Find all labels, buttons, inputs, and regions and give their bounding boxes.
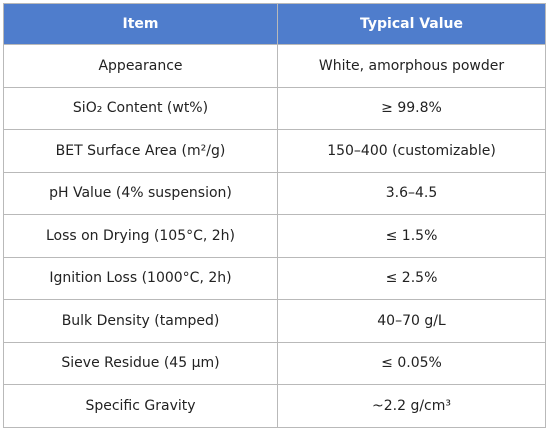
table-row: SiO₂ Content (wt%) ≥ 99.8% [3, 86, 546, 130]
table-row: Sieve Residue (45 µm) ≤ 0.05% [3, 341, 546, 385]
header-item: Item [3, 3, 278, 45]
row-item-label: Sieve Residue (45 µm) [3, 341, 278, 385]
row-item-label: SiO₂ Content (wt%) [3, 86, 278, 130]
table-row: Appearance White, amorphous powder [3, 44, 546, 88]
row-item-value: 40–70 g/L [277, 299, 546, 343]
row-item-label: Appearance [3, 44, 278, 88]
table-row: Bulk Density (tamped) 40–70 g/L [3, 299, 546, 343]
row-item-value: ≤ 2.5% [277, 256, 546, 300]
table-row: Ignition Loss (1000°C, 2h) ≤ 2.5% [3, 256, 546, 300]
header-typical-value: Typical Value [277, 3, 546, 45]
row-item-value: White, amorphous powder [277, 44, 546, 88]
row-item-label: Ignition Loss (1000°C, 2h) [3, 256, 278, 300]
row-item-label: BET Surface Area (m²/g) [3, 129, 278, 173]
table-row: BET Surface Area (m²/g) 150–400 (customi… [3, 129, 546, 173]
row-item-value: ~2.2 g/cm³ [277, 384, 546, 428]
row-item-label: Specific Gravity [3, 384, 278, 428]
row-item-label: pH Value (4% suspension) [3, 171, 278, 215]
table-row: Loss on Drying (105°C, 2h) ≤ 1.5% [3, 214, 546, 258]
table-row: pH Value (4% suspension) 3.6–4.5 [3, 171, 546, 215]
table-header-row: Item Typical Value [3, 3, 546, 45]
row-item-value: 3.6–4.5 [277, 171, 546, 215]
row-item-value: ≤ 1.5% [277, 214, 546, 258]
row-item-value: ≥ 99.8% [277, 86, 546, 130]
row-item-label: Loss on Drying (105°C, 2h) [3, 214, 278, 258]
row-item-label: Bulk Density (tamped) [3, 299, 278, 343]
row-item-value: 150–400 (customizable) [277, 129, 546, 173]
specification-table: Item Typical Value Appearance White, amo… [3, 3, 546, 428]
row-item-value: ≤ 0.05% [277, 341, 546, 385]
table-row: Specific Gravity ~2.2 g/cm³ [3, 384, 546, 428]
